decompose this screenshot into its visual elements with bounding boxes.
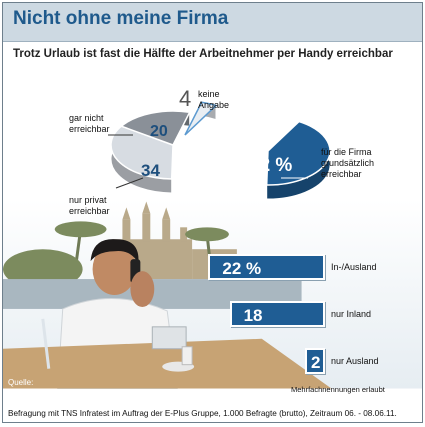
label-privat-2: erreichbar — [69, 206, 110, 216]
label-privat: nur privat erreichbar — [69, 195, 110, 217]
pie-slice-keine — [184, 101, 218, 136]
label-keine-1: keine — [198, 89, 220, 99]
label-firma: für die Firma grundsätzlich erreichbar — [321, 147, 374, 180]
footnote-mehrfachnennungen: Mehrfachnennungen erlaubt — [291, 385, 385, 394]
label-firma-2: grundsätzlich — [321, 158, 375, 168]
label-garnicht-2: erreichbar — [69, 124, 110, 134]
label-keine: keine Angabe — [198, 89, 229, 111]
bar-nur-ausland-label: nur Ausland — [331, 356, 379, 366]
bar-nur-ausland: 2 — [305, 348, 325, 374]
label-privat-1: nur privat — [69, 195, 107, 205]
bar-nur-inland-value: 18 — [243, 306, 263, 325]
pie-chart — [108, 101, 331, 200]
pie-value-garnicht: 20 — [150, 123, 168, 140]
bar-in-ausland: 22 % — [208, 254, 325, 280]
label-garnicht-1: gar nicht — [69, 113, 104, 123]
footer — [3, 389, 422, 422]
bar-nur-ausland-value: 2 — [311, 353, 321, 372]
photo-man-phoning — [3, 199, 422, 389]
source-label: Quelle: — [8, 378, 34, 387]
label-keine-2: Angabe — [198, 100, 230, 110]
bar-in-ausland-value: 22 % — [222, 259, 262, 278]
infographic: Nicht ohne meine Firma Trotz Urlaub ist … — [2, 2, 423, 423]
page-title: Nicht ohne meine Firma — [13, 8, 229, 29]
pie-value-keine: 4 — [179, 86, 192, 111]
label-garnicht: gar nicht erreichbar — [69, 113, 110, 135]
bar-nur-inland: 18 — [229, 301, 325, 327]
pie-value-firma: 42 % — [249, 155, 293, 176]
header-bar: Nicht ohne meine Firma — [3, 3, 422, 42]
bar-in-ausland-label: In-/Ausland — [331, 262, 377, 272]
chart-subtitle: Trotz Urlaub ist fast die Hälfte der Arb… — [13, 48, 393, 60]
bar-nur-inland-label: nur Inland — [331, 309, 372, 319]
pie-slice-garnicht — [119, 110, 191, 146]
label-firma-1: für die Firma — [321, 147, 372, 157]
leader-privat — [115, 177, 144, 189]
pie-slice-firma — [265, 120, 331, 186]
label-firma-3: erreichbar — [321, 169, 362, 179]
pie-value-privat: 34 — [141, 161, 160, 180]
source-text: Befragung mit TNS Infratest im Auftrag d… — [8, 409, 397, 418]
